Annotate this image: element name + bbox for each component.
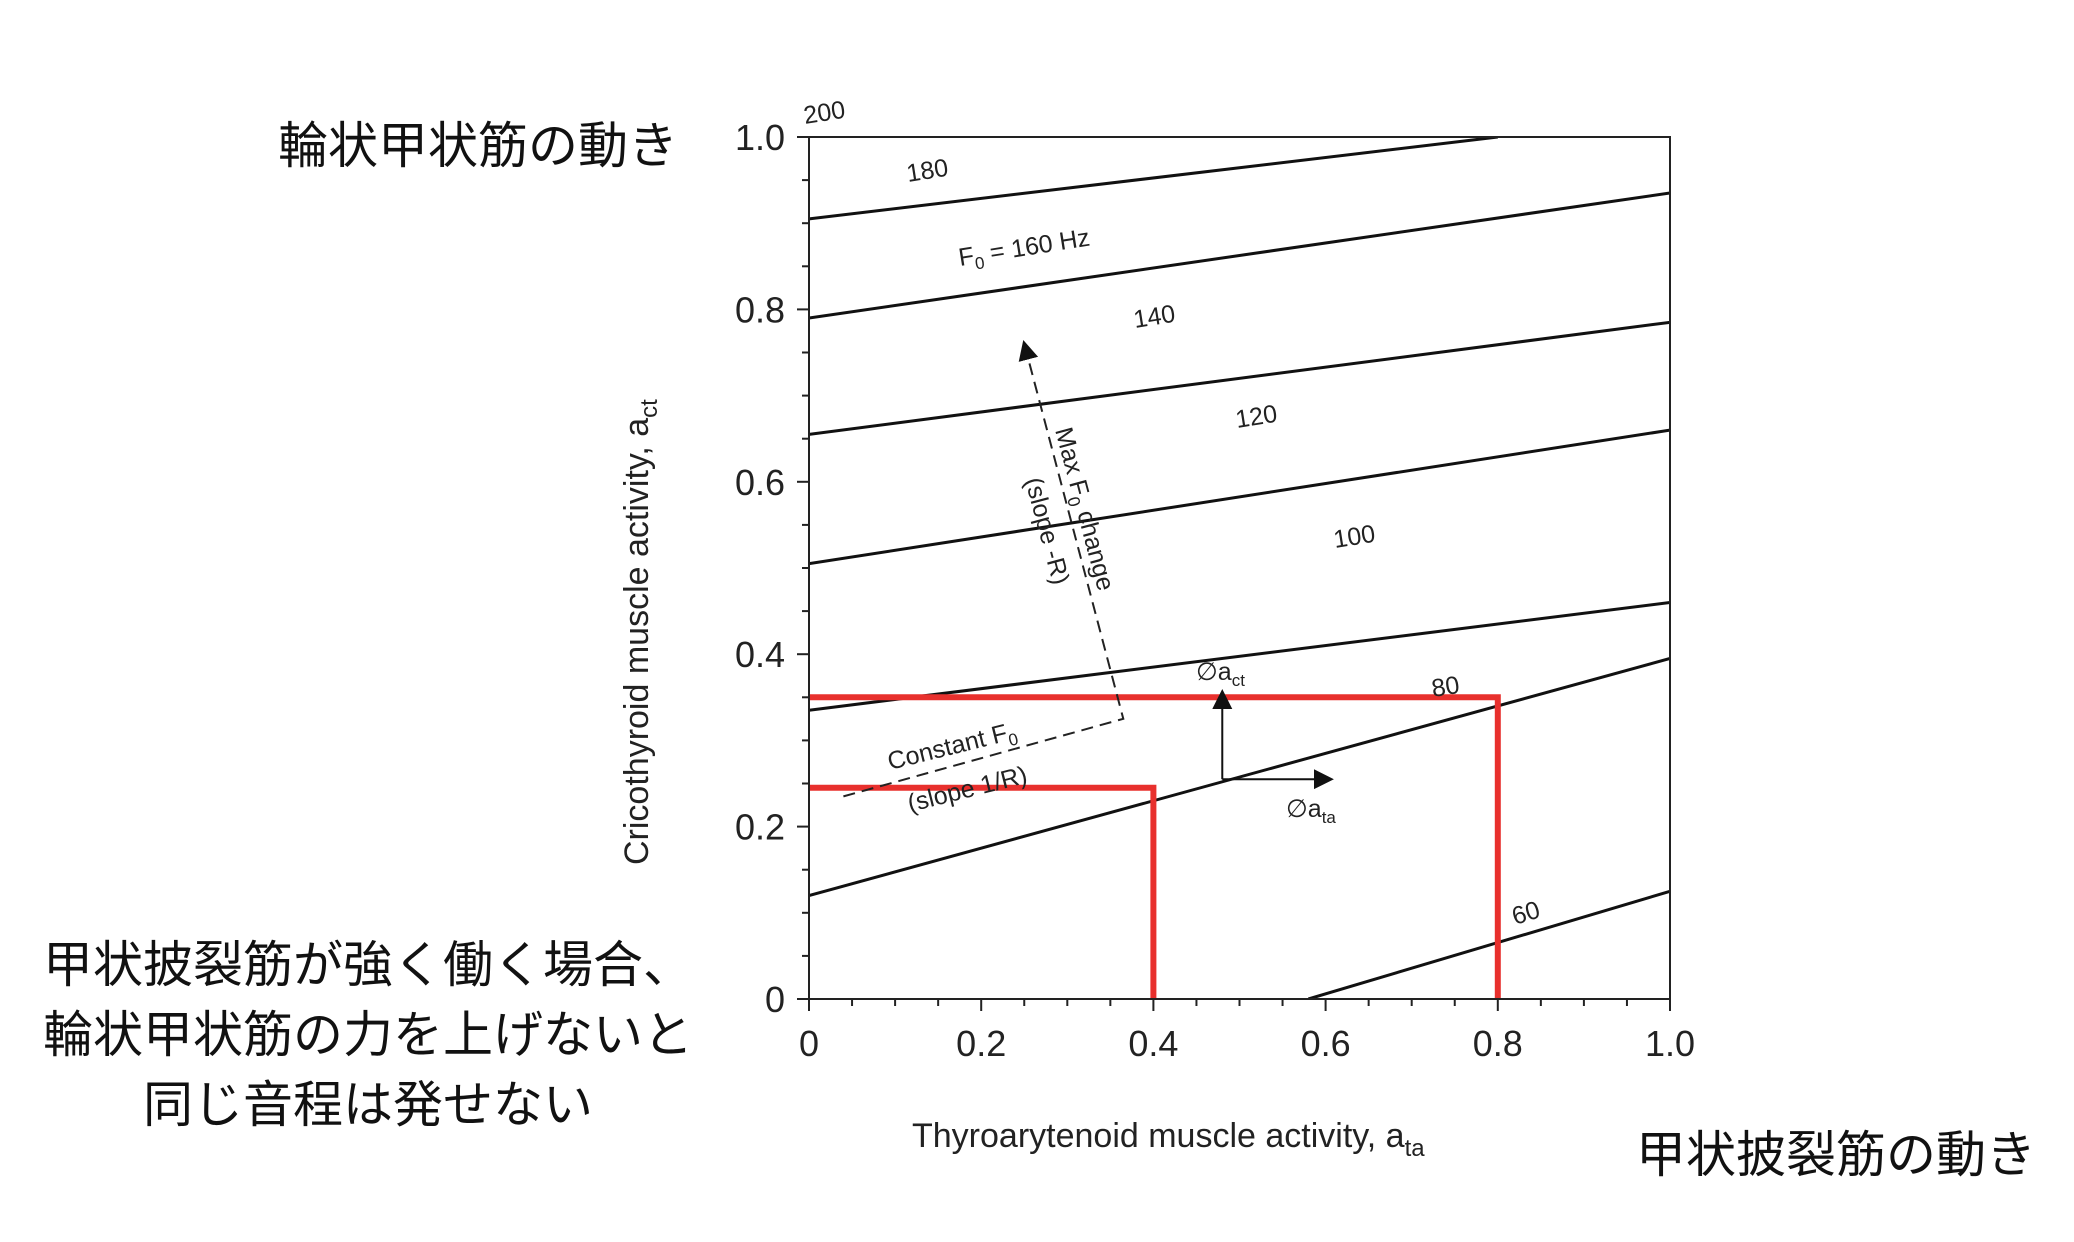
contour-label-80: 80 (1430, 671, 1462, 703)
y-tick-label: 0.8 (735, 289, 785, 330)
contour-label-180: 180 (905, 154, 951, 188)
contour-line (809, 428, 1670, 566)
explanation-line: 輪状甲状筋の力を上げないと (43, 1006, 693, 1064)
contour-line (809, 657, 1670, 898)
contour-line (809, 601, 1670, 712)
explanation-note: 甲状披裂筋が強く働く場合、 輪状甲状筋の力を上げないと 同じ音程は発せない (0, 930, 736, 1140)
contour-line (1307, 889, 1670, 999)
y-axis-label: Cricothyroid muscle activity, act (618, 399, 663, 865)
highlight-line (809, 694, 1501, 999)
contour-line (809, 320, 1670, 436)
ta-axis-note: 甲状披裂筋の動き (1636, 1126, 2036, 1184)
y-tick-label: 0.6 (735, 462, 785, 503)
contour-label-160: F0 = 160 Hz (957, 224, 1093, 276)
x-axis-label: Thyroarytenoid muscle activity, ata (912, 1117, 1425, 1162)
highlight-line (809, 784, 1157, 999)
x-tick-label: 1.0 (1645, 1023, 1695, 1064)
contour-label-100: 100 (1332, 520, 1378, 554)
y-tick-label: 0.2 (735, 807, 785, 848)
dashed-path (843, 340, 1125, 798)
x-tick-label: 0.4 (1128, 1023, 1178, 1064)
y-tick-label: 0 (765, 979, 785, 1020)
delta-vectors (1212, 688, 1334, 790)
plot-frame (808, 136, 1671, 1000)
dashed-direction-path (843, 340, 1125, 798)
annotation-delta-act: ∅act (1196, 658, 1245, 690)
highlight-lines (809, 694, 1501, 999)
contour-label-60: 60 (1509, 896, 1544, 931)
annotation-delta-ata: ∅ata (1286, 795, 1336, 827)
contour-label-120: 120 (1234, 400, 1280, 434)
y-tick-label: 1.0 (735, 117, 785, 158)
contour-lines (809, 137, 1670, 999)
x-tick-label: 0 (799, 1023, 819, 1064)
y-tick-label: 0.4 (735, 634, 785, 675)
chart-labels: 200 180 F0 = 160 Hz 140 120 100 80 60 Co… (618, 96, 1543, 1162)
x-tick-label: 0.6 (1301, 1023, 1351, 1064)
ct-axis-note: 輪状甲状筋の動き (278, 117, 678, 175)
explanation-line: 甲状披裂筋が強く働く場合、 (43, 936, 693, 994)
annotation-constant-slope: (slope 1/R) (905, 761, 1030, 818)
contour-line (809, 137, 1498, 221)
x-tick-label: 0.8 (1473, 1023, 1523, 1064)
x-tick-label: 0.2 (956, 1023, 1006, 1064)
contour-label-200: 200 (802, 96, 848, 130)
explanation-line: 同じ音程は発せない (143, 1076, 593, 1134)
contour-label-140: 140 (1132, 300, 1178, 334)
axis-ticks: 0 0.2 0.4 0.6 0.8 1.0 0 0.2 0.4 0.6 0.8 1.0 (735, 117, 1695, 1064)
contour-line (809, 191, 1670, 320)
